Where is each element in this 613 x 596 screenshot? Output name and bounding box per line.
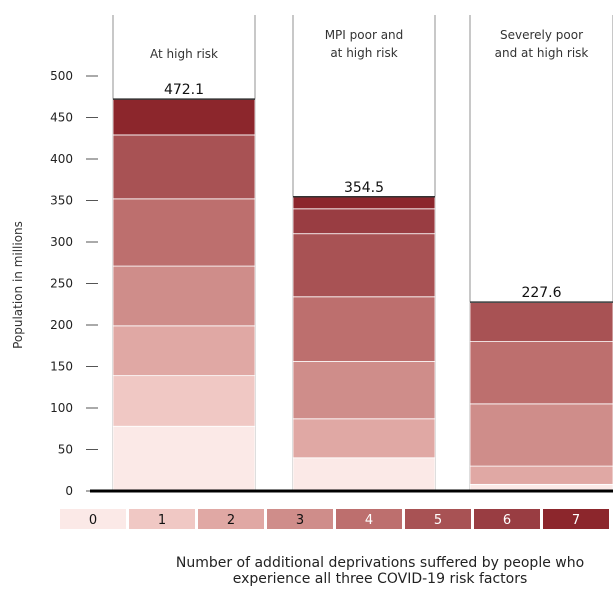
legend-swatch [474,509,540,529]
bar-segment [112,265,256,327]
legend-label: 1 [158,513,166,528]
bar-segment [469,302,613,342]
bar-segment [292,208,436,235]
bar-segment [469,341,613,405]
y-axis: 0 50 100 150 200 250 300 350 400 450 500 [50,69,98,498]
legend-label: 3 [296,513,304,528]
y-tick-label: 350 [50,194,73,208]
bar-segment [292,296,436,362]
panel-title: and at high risk [495,46,589,60]
legend-label: 0 [89,513,97,528]
y-tick-label: 300 [50,235,73,249]
bars [112,98,613,492]
y-tick-label: 450 [50,111,73,125]
legend-caption: Number of additional deprivations suffer… [110,555,613,587]
legend-swatch [543,509,609,529]
legend-swatch [336,509,402,529]
legend-label: 6 [503,513,511,528]
y-axis-title: Population in millions [11,221,25,349]
bar-segment [469,465,613,485]
y-tick-label: 400 [50,152,73,166]
bar-segment [112,98,256,136]
legend-label: 2 [227,513,235,528]
y-tick-label: 50 [58,443,73,457]
legend-swatch [405,509,471,529]
legend-swatch [60,509,126,529]
bar-segment [112,325,256,377]
panel-title: MPI poor and [325,28,404,42]
bar-segment [112,375,256,427]
bar-segment [112,198,256,267]
panel-titles: At high risk MPI poor and at high risk Seve… [150,28,588,61]
caption-line-2: experience all three COVID-19 risk facto… [232,571,528,587]
total-labels: 472.1 354.5 227.6 [164,82,562,301]
y-tick-label: 500 [50,69,73,83]
panel-title: at high risk [330,46,397,60]
legend-swatch [267,509,333,529]
bar-segment [292,457,436,492]
bar-segment [112,425,256,492]
color-legend: 0 1 2 3 4 5 6 7 [60,509,609,529]
legend-swatch [129,509,195,529]
panel-title: Severely poor [500,28,583,42]
bar-segment [292,418,436,459]
total-label: 227.6 [521,285,561,301]
bar-segment [292,196,436,210]
caption-line-1: Number of additional deprivations suffer… [175,555,585,571]
bar-segment [469,403,613,467]
total-label: 354.5 [344,180,384,196]
panel-title: At high risk [150,47,218,61]
bar-segment [292,361,436,420]
legend-label: 7 [572,513,580,528]
y-tick-label: 150 [50,360,73,374]
bar-segment [112,134,256,200]
legend-swatch [198,509,264,529]
y-tick-label: 0 [65,484,73,498]
y-tick-label: 250 [50,277,73,291]
legend-label: 4 [365,513,373,528]
total-label: 472.1 [164,82,204,98]
y-tick-label: 200 [50,318,73,332]
legend-label: 5 [434,513,442,528]
y-tick-label: 100 [50,401,73,415]
bar-segment [292,233,436,298]
